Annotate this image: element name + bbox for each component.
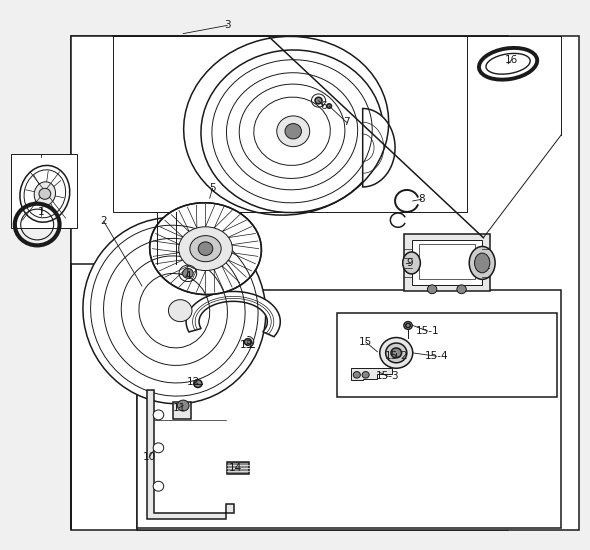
- Circle shape: [406, 323, 411, 328]
- Text: 13: 13: [240, 340, 253, 350]
- Ellipse shape: [474, 253, 490, 273]
- Text: 15: 15: [359, 337, 372, 347]
- Text: 10: 10: [142, 452, 156, 462]
- Polygon shape: [71, 36, 579, 530]
- Text: 16: 16: [505, 55, 518, 65]
- Ellipse shape: [469, 246, 495, 279]
- Ellipse shape: [179, 227, 232, 271]
- Circle shape: [177, 400, 189, 411]
- Bar: [11, 155, 77, 228]
- Text: 6: 6: [320, 101, 327, 111]
- Text: 14: 14: [228, 463, 241, 473]
- Text: 15-2: 15-2: [385, 351, 408, 361]
- Text: 2: 2: [100, 216, 107, 226]
- Bar: [412, 240, 482, 285]
- Text: 12: 12: [187, 377, 201, 387]
- Bar: [71, 36, 508, 530]
- Ellipse shape: [34, 182, 55, 206]
- Polygon shape: [113, 36, 467, 212]
- Circle shape: [386, 343, 407, 363]
- Circle shape: [404, 322, 412, 329]
- Circle shape: [182, 268, 193, 278]
- Circle shape: [198, 242, 213, 255]
- Text: 15-4: 15-4: [424, 351, 448, 361]
- Text: 1: 1: [37, 207, 44, 217]
- Circle shape: [380, 338, 413, 368]
- Text: 15-3: 15-3: [376, 371, 400, 382]
- Circle shape: [457, 285, 466, 294]
- Ellipse shape: [20, 166, 70, 222]
- Ellipse shape: [201, 50, 383, 213]
- Bar: [227, 461, 249, 474]
- Ellipse shape: [190, 235, 221, 262]
- Circle shape: [39, 188, 51, 199]
- Bar: [405, 234, 490, 292]
- Circle shape: [315, 97, 322, 104]
- Ellipse shape: [150, 203, 261, 295]
- Text: 4: 4: [184, 271, 191, 281]
- Circle shape: [327, 104, 332, 108]
- Ellipse shape: [83, 218, 266, 404]
- Text: 15-1: 15-1: [415, 326, 439, 336]
- Circle shape: [362, 372, 369, 378]
- Text: 9: 9: [407, 258, 413, 268]
- Circle shape: [427, 285, 437, 294]
- Text: 5: 5: [209, 183, 216, 193]
- Circle shape: [153, 481, 164, 491]
- Circle shape: [244, 339, 251, 345]
- Bar: [137, 290, 561, 529]
- Polygon shape: [363, 108, 395, 187]
- Text: 11: 11: [172, 403, 186, 412]
- Text: 3: 3: [224, 20, 231, 30]
- Circle shape: [153, 410, 164, 420]
- Circle shape: [353, 372, 360, 378]
- Bar: [419, 244, 475, 279]
- Circle shape: [391, 348, 402, 358]
- Circle shape: [285, 124, 301, 139]
- Circle shape: [169, 300, 192, 322]
- Bar: [172, 402, 191, 419]
- Circle shape: [194, 380, 202, 387]
- Polygon shape: [351, 368, 392, 381]
- Text: 7: 7: [343, 118, 350, 128]
- Ellipse shape: [403, 252, 420, 274]
- Bar: [337, 314, 557, 397]
- Circle shape: [277, 116, 310, 147]
- Polygon shape: [186, 292, 280, 337]
- Polygon shape: [147, 390, 234, 519]
- Circle shape: [153, 443, 164, 453]
- Text: 8: 8: [418, 194, 425, 204]
